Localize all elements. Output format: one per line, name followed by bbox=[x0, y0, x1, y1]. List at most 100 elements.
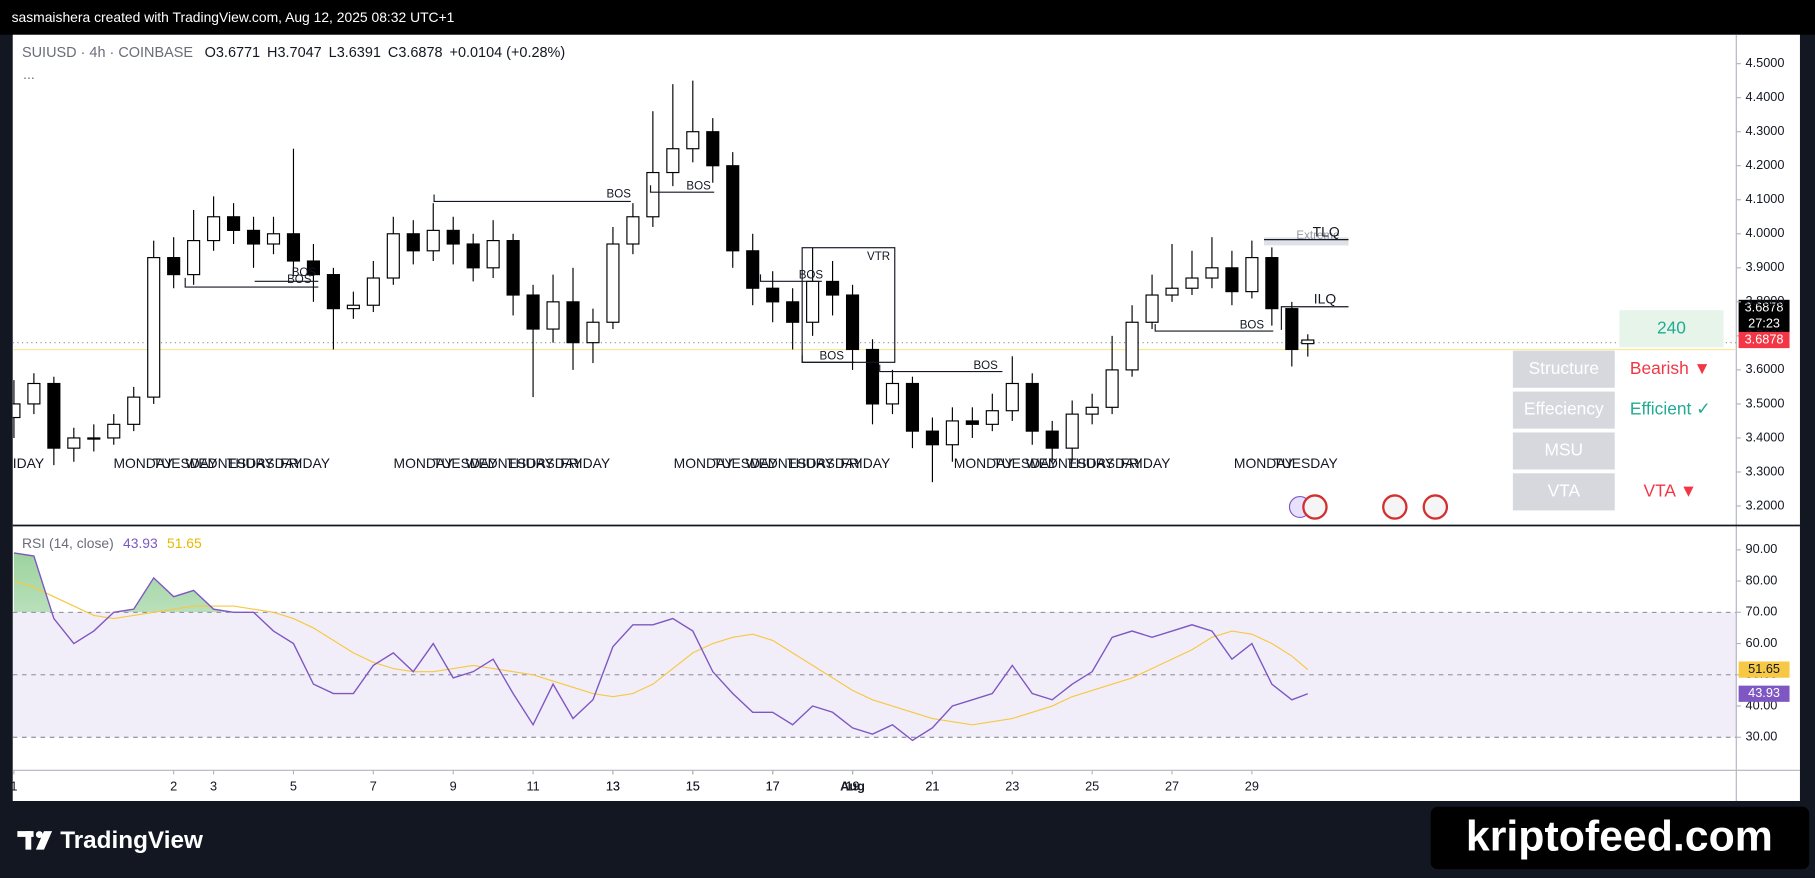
c-label: C bbox=[388, 45, 398, 61]
y-tick-label: 60.00 bbox=[1746, 635, 1778, 650]
header-bar bbox=[0, 0, 1815, 35]
bos-line bbox=[759, 274, 822, 282]
ilq-line bbox=[1280, 306, 1349, 330]
candle-body bbox=[187, 240, 201, 276]
weekday-label: FRIDAY bbox=[280, 455, 330, 471]
change: +0.0104 (+0.28%) bbox=[450, 45, 566, 61]
weekday-label: WEDNESDAY bbox=[465, 455, 553, 471]
y-tick-label: 4.3000 bbox=[1746, 123, 1785, 138]
x-tick-label: 17 bbox=[766, 778, 780, 793]
extreme-label: Extreme bbox=[1296, 230, 1339, 242]
candle-body bbox=[147, 257, 161, 398]
annotations bbox=[184, 185, 1349, 373]
close-value: 3.6878 bbox=[398, 45, 442, 61]
table-value: Bearish ▼ bbox=[1630, 358, 1711, 378]
table-value: Efficient ✓ bbox=[1630, 399, 1711, 419]
value-tag bbox=[1738, 685, 1790, 702]
candle-body bbox=[266, 233, 281, 245]
candle-body bbox=[446, 229, 460, 245]
candle-body bbox=[306, 260, 321, 276]
x-tick-label: 25 bbox=[1085, 778, 1099, 793]
tradingview-logo bbox=[17, 831, 53, 850]
candle-body bbox=[1245, 257, 1259, 293]
weekday-label: WEDNESDAY bbox=[745, 455, 833, 471]
y-tick-label: 4.5000 bbox=[1746, 55, 1785, 70]
x-tick-label: 1 bbox=[10, 778, 17, 793]
candle-body bbox=[1005, 382, 1019, 412]
weekday-label: WEDNESDAY bbox=[1026, 455, 1114, 471]
x-tick-label: 27 bbox=[1165, 778, 1179, 793]
bos-label: BOS bbox=[799, 270, 824, 282]
x-tick-label: 19 bbox=[845, 778, 859, 793]
candle-body bbox=[566, 301, 580, 344]
candle-body bbox=[426, 229, 440, 252]
weekday-label: FRIDAY bbox=[560, 455, 610, 471]
bos-line bbox=[184, 277, 319, 288]
candle-body bbox=[1205, 267, 1219, 279]
candle-body bbox=[1105, 369, 1119, 408]
candle-body bbox=[286, 233, 301, 262]
candle-body bbox=[1185, 277, 1199, 289]
price-pane bbox=[12, 80, 1737, 483]
high-value: 3.7047 bbox=[278, 45, 322, 61]
flags bbox=[1288, 494, 1449, 520]
candle-body bbox=[1165, 287, 1179, 296]
flag-icon bbox=[1382, 494, 1408, 520]
open-value: 3.6771 bbox=[216, 45, 260, 61]
candle-body bbox=[366, 277, 380, 306]
y-tick-label: 3.8000 bbox=[1746, 293, 1785, 308]
more-button[interactable]: ... bbox=[23, 66, 35, 82]
weekday-label: FRIDAY bbox=[1120, 455, 1170, 471]
candle-body bbox=[87, 437, 101, 440]
rsi-line bbox=[13, 552, 1309, 742]
timeframe: 240 bbox=[1657, 317, 1686, 337]
candle-body bbox=[386, 233, 400, 279]
candle-body bbox=[666, 148, 680, 174]
brand: TradingView bbox=[60, 827, 203, 854]
y-tick-label: 70.00 bbox=[1746, 604, 1778, 619]
candle-body bbox=[806, 280, 820, 323]
x-tick-label: 7 bbox=[370, 778, 377, 793]
y-tick-label: 4.0000 bbox=[1746, 225, 1785, 240]
tlq-zone bbox=[1264, 237, 1349, 246]
flag-icon bbox=[1302, 494, 1328, 520]
value-tag bbox=[1738, 661, 1790, 678]
candle-body bbox=[207, 216, 221, 242]
y-tick-label: 3.3000 bbox=[1746, 463, 1785, 478]
timeframe-box bbox=[1619, 310, 1724, 348]
candle-body bbox=[1301, 339, 1315, 345]
info-table: Structure Bearish ▼ Effeciency Efficient ✓ M… bbox=[1512, 350, 1711, 511]
candle-body bbox=[865, 348, 880, 405]
l-label: L bbox=[329, 45, 337, 61]
candle-body bbox=[826, 280, 840, 296]
table-value: VTA ▼ bbox=[1644, 480, 1698, 500]
candle-body bbox=[746, 250, 760, 289]
value-tag-label: 43.93 bbox=[1748, 685, 1780, 700]
y-tick-label: 30.00 bbox=[1746, 729, 1778, 744]
table-cell bbox=[1512, 473, 1615, 511]
candle-body bbox=[726, 165, 740, 252]
candle-body bbox=[646, 171, 660, 218]
candle-body bbox=[346, 304, 360, 310]
x-tick-label: 5 bbox=[290, 778, 297, 793]
weekday-label: TUESDAY bbox=[433, 455, 498, 471]
tlq-label: TLQ bbox=[1313, 223, 1340, 239]
bos-label: BOS bbox=[820, 351, 845, 363]
candle-body bbox=[885, 382, 900, 405]
y-tick-label: 3.5000 bbox=[1746, 395, 1785, 410]
weekday-label: THURSDAY bbox=[227, 455, 302, 471]
x-tick-label: 19 bbox=[845, 778, 859, 793]
candle-body bbox=[466, 243, 480, 269]
watermark: kriptofeed.com bbox=[1466, 813, 1773, 861]
y-tick-label: 80.00 bbox=[1746, 572, 1778, 587]
x-tick-label: 13 bbox=[606, 778, 620, 793]
weekday-label: TUESDAY bbox=[713, 455, 778, 471]
bos-line bbox=[1154, 324, 1274, 332]
y-tick-label: 3.9000 bbox=[1746, 259, 1785, 274]
x-tick-label: 21 bbox=[925, 778, 939, 793]
candle-body bbox=[845, 294, 860, 351]
y-tick-label: 4.4000 bbox=[1746, 89, 1785, 104]
weekday-label: IDAY bbox=[13, 455, 44, 471]
table-label: Effeciency bbox=[1524, 399, 1604, 419]
